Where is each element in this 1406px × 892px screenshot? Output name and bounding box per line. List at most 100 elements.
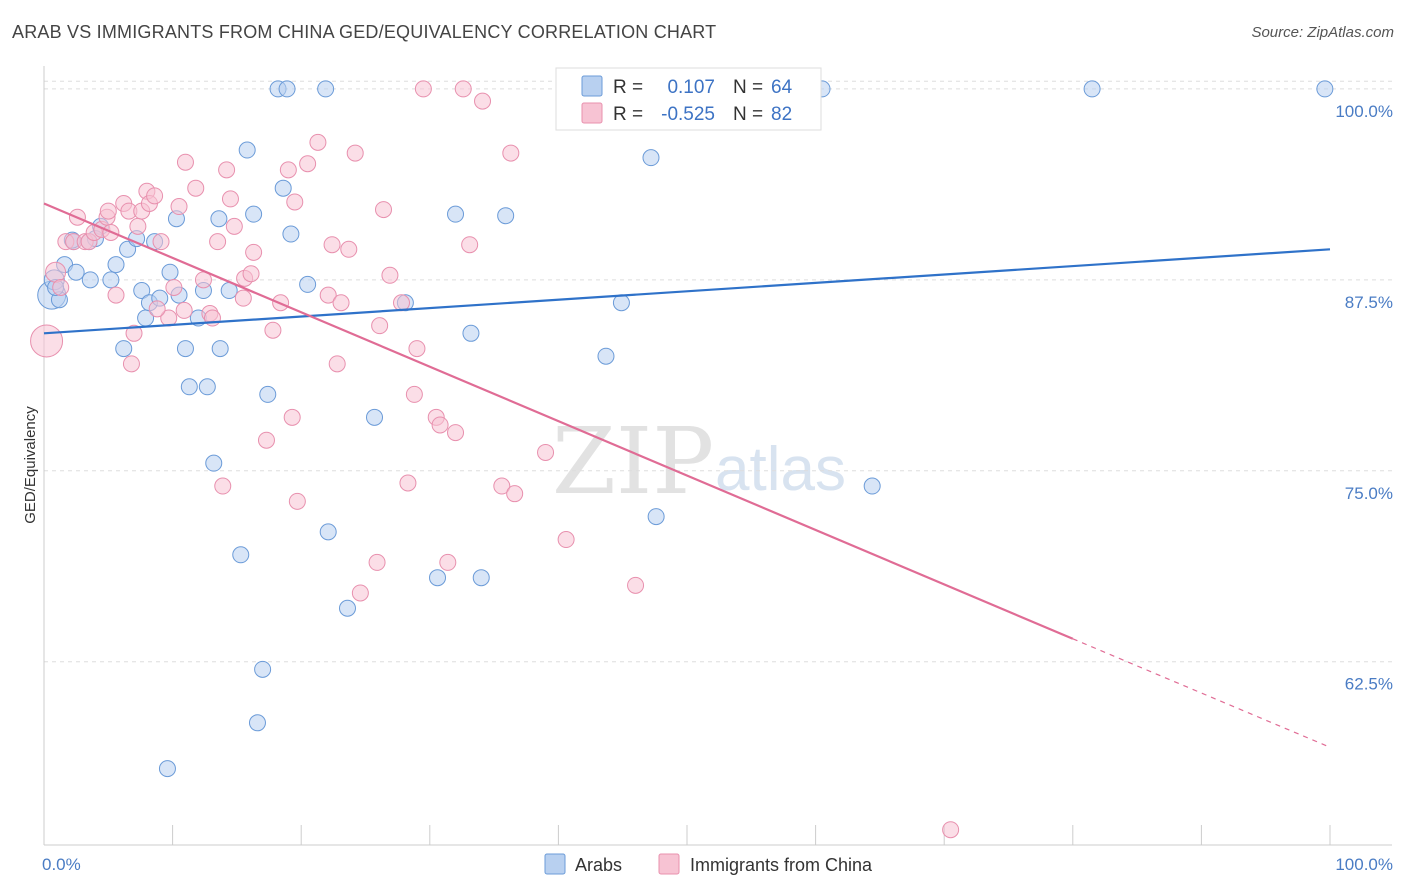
china-point	[340, 240, 358, 258]
arabs-point	[176, 340, 194, 358]
source-label: Source: ZipAtlas.com	[1251, 24, 1394, 41]
arabs-trend-line	[43, 248, 1331, 335]
arabs-point	[612, 294, 630, 312]
china-trend-line-extension	[1072, 638, 1331, 748]
china-point	[405, 385, 423, 403]
china-point	[351, 584, 369, 602]
china-point	[99, 202, 117, 220]
y-tick-labels: 62.5% 75.0% 87.5% 100.0%	[1335, 102, 1393, 694]
arabs-point	[248, 714, 266, 732]
x-tick-label-max: 100.0%	[1335, 855, 1393, 874]
x-tick-label-min: 0.0%	[42, 855, 81, 874]
china-point	[375, 201, 393, 219]
arabs-point	[205, 454, 223, 472]
bottom-legend-swatch-china	[658, 853, 680, 875]
legend-r-value-arabs: 0.107	[667, 77, 715, 98]
china-point	[461, 236, 479, 254]
trend-lines	[43, 202, 1331, 748]
legend-r-value-china: -0.525	[661, 104, 715, 125]
china-point	[165, 278, 183, 296]
china-point	[242, 265, 260, 283]
china-point	[107, 286, 125, 304]
legend-swatch-china	[581, 102, 603, 124]
china-point	[431, 416, 449, 434]
china-point	[148, 300, 166, 318]
arabs-point	[447, 205, 465, 223]
arabs-point	[67, 263, 85, 281]
china-point	[537, 443, 555, 461]
arabs-point	[180, 378, 198, 396]
arabs-point	[642, 149, 660, 167]
bottom-legend-swatch-arabs	[544, 853, 566, 875]
china-point	[286, 193, 304, 211]
arabs-point	[158, 760, 176, 778]
china-point	[52, 278, 70, 296]
bottom-legend-label-arabs: Arabs	[575, 855, 622, 875]
china-point	[414, 80, 432, 98]
arabs-point	[259, 385, 277, 403]
arabs-point	[254, 660, 272, 678]
arabs-point	[647, 508, 665, 526]
china-point	[122, 355, 140, 373]
legend: R = 0.107 N = 64 R = -0.525 N = 82	[555, 67, 822, 131]
arabs-point	[107, 256, 125, 274]
china-point	[30, 324, 64, 358]
axes	[43, 66, 1392, 846]
china-point	[176, 153, 194, 171]
china-point	[245, 243, 263, 261]
legend-n-label-arabs: N =	[733, 77, 763, 98]
arabs-point	[1316, 80, 1334, 98]
china-point	[279, 161, 297, 179]
legend-n-value-china: 82	[771, 104, 792, 125]
china-point	[214, 477, 232, 495]
arabs-point	[198, 378, 216, 396]
china-point	[328, 355, 346, 373]
y-tick-label: 62.5%	[1345, 675, 1393, 694]
china-point	[225, 217, 243, 235]
china-point	[381, 266, 399, 284]
arabs-point	[245, 205, 263, 223]
arabs-point	[1083, 80, 1101, 98]
legend-r-label-arabs: R =	[613, 77, 643, 98]
china-point	[346, 144, 364, 162]
chart-title: ARAB VS IMMIGRANTS FROM CHINA GED/EQUIVA…	[12, 22, 717, 42]
china-point	[221, 190, 239, 208]
arabs-point	[863, 477, 881, 495]
china-point	[125, 324, 143, 342]
x-tick-labels: 0.0% 100.0%	[42, 855, 1393, 874]
arabs-point	[278, 80, 296, 98]
arabs-point	[299, 275, 317, 293]
china-point	[234, 289, 252, 307]
china-point	[454, 80, 472, 98]
arabs-point	[366, 408, 384, 426]
arabs-point	[102, 271, 120, 289]
arabs-point	[597, 347, 615, 365]
china-point	[283, 408, 301, 426]
grid-lines	[44, 80, 1392, 663]
arabs-point	[238, 141, 256, 159]
china-point	[506, 485, 524, 503]
china-point	[218, 161, 236, 179]
arabs-point	[211, 340, 229, 358]
arabs-point	[81, 271, 99, 289]
china-point	[627, 576, 645, 594]
china-point	[399, 474, 417, 492]
arabs-point	[472, 569, 490, 587]
china-point	[170, 198, 188, 216]
china-point	[323, 236, 341, 254]
legend-r-label-china: R =	[613, 104, 643, 125]
china-point	[146, 187, 164, 205]
bottom-legend: Arabs Immigrants from China	[544, 853, 873, 875]
china-point	[371, 317, 389, 335]
china-point	[368, 553, 386, 571]
arabs-point	[338, 599, 356, 617]
y-tick-label: 75.0%	[1345, 484, 1393, 503]
arabs-point	[115, 340, 133, 358]
china-point	[332, 294, 350, 312]
china-point	[447, 424, 465, 442]
arabs-point	[429, 569, 447, 587]
arabs-point	[319, 523, 337, 541]
china-point	[152, 233, 170, 251]
china-trend-line	[43, 202, 1074, 640]
